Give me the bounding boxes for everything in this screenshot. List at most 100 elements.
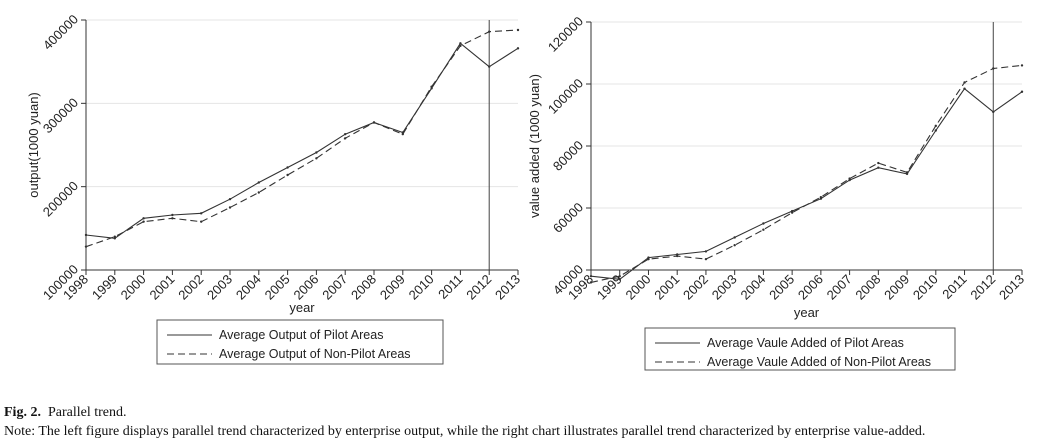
data-point (704, 257, 708, 261)
legend-box (156, 319, 444, 365)
x-tick-label: 1999 (89, 272, 120, 303)
data-point (286, 166, 289, 169)
data-point (733, 244, 736, 247)
data-point (286, 173, 289, 177)
data-point (877, 161, 880, 165)
data-point (589, 275, 593, 278)
x-axis-label: year (289, 300, 315, 315)
data-point (1020, 64, 1024, 67)
data-point (344, 132, 347, 136)
data-point (430, 85, 433, 88)
data-point (905, 171, 909, 174)
data-point (84, 233, 88, 237)
data-point (1020, 90, 1024, 93)
non-pilot-series-line (85, 29, 519, 248)
x-tick-label: 2000 (623, 272, 654, 303)
x-tick-label: 2001 (146, 272, 177, 303)
x-tick-label: 2012 (463, 272, 494, 303)
x-axis-label: year (794, 305, 820, 320)
data-point (647, 257, 650, 261)
data-point (200, 220, 203, 223)
x-tick-label: 2011 (939, 272, 969, 302)
figure-title: Parallel trend. (47, 405, 127, 420)
non-pilot-series-line (590, 64, 1023, 283)
value-added-chart: 4000060000800001000001200001998199920002… (527, 14, 1027, 371)
x-tick-label: 2013 (492, 272, 523, 303)
figure-note: Note: The left figure displays parallel … (4, 424, 926, 439)
x-tick-label: 2002 (680, 272, 711, 303)
data-point (401, 132, 404, 136)
x-tick-label: 2008 (348, 272, 379, 303)
data-point (704, 250, 708, 253)
data-point (257, 181, 260, 184)
data-point (589, 281, 593, 284)
x-tick-label: 2007 (824, 272, 855, 303)
output-chart: 1000002000003000004000001998199920002001… (26, 12, 523, 365)
x-tick-label: 2005 (766, 272, 797, 303)
x-tick-label: 2006 (795, 272, 826, 303)
data-point (257, 191, 260, 194)
y-axis-label: value added (1000 yuan) (527, 74, 542, 218)
y-tick-label: 80000 (550, 138, 586, 174)
y-tick-label: 100000 (545, 76, 586, 117)
data-point (488, 65, 491, 68)
data-point (992, 67, 995, 70)
data-point (733, 236, 736, 239)
data-point (819, 195, 823, 199)
data-point (171, 217, 174, 220)
y-tick-label: 300000 (40, 95, 81, 136)
legend-label: Average Vaule Added of Non-Pilot Areas (707, 355, 931, 369)
data-point (762, 222, 765, 225)
x-tick-label: 2004 (737, 272, 768, 303)
x-tick-label: 2000 (118, 272, 149, 303)
legend-label: Average Output of Non-Pilot Areas (219, 347, 411, 361)
data-point (618, 275, 621, 278)
data-point (228, 206, 232, 209)
x-tick-label: 2003 (204, 272, 235, 303)
x-tick-label: 2003 (709, 272, 740, 303)
data-point (934, 129, 937, 132)
data-point (228, 197, 232, 201)
x-tick-label: 2004 (233, 272, 264, 303)
data-point (113, 235, 117, 238)
data-point (992, 110, 995, 114)
y-axis-label: output(1000 yuan) (26, 92, 41, 198)
legend-box (644, 327, 956, 371)
data-point (877, 166, 880, 169)
x-tick-label: 2009 (881, 272, 912, 303)
y-tick-label: 200000 (40, 178, 81, 219)
x-tick-label: 2006 (290, 272, 321, 303)
data-point (676, 254, 679, 258)
legend-label: Average Output of Pilot Areas (219, 328, 383, 342)
figure-caption: Fig. 2. Parallel trend. (4, 405, 126, 421)
pilot-series-line (85, 42, 519, 239)
y-tick-label: 120000 (545, 14, 586, 55)
figure-label: Fig. 2. (4, 405, 41, 420)
data-point (430, 87, 433, 90)
data-point (142, 217, 145, 220)
data-point (459, 42, 462, 45)
data-point (516, 47, 520, 50)
data-point (113, 237, 117, 240)
x-tick-label: 2005 (262, 272, 293, 303)
x-tick-label: 2013 (996, 272, 1027, 303)
x-tick-label: 2011 (435, 272, 465, 302)
x-tick-label: 2009 (377, 272, 408, 303)
y-tick-label: 400000 (40, 12, 81, 53)
data-point (315, 151, 318, 154)
data-point (315, 157, 318, 160)
data-point (516, 28, 520, 32)
data-point (344, 137, 347, 140)
x-tick-label: 2010 (910, 272, 941, 303)
data-point (618, 278, 621, 281)
x-tick-label: 2007 (319, 272, 350, 303)
data-point (963, 81, 966, 84)
data-point (200, 212, 203, 215)
data-point (963, 87, 966, 90)
data-point (372, 121, 376, 124)
x-tick-label: 2012 (967, 272, 998, 303)
data-point (762, 228, 765, 231)
data-point (459, 44, 462, 48)
y-tick-label: 60000 (550, 200, 586, 236)
data-point (142, 220, 145, 223)
